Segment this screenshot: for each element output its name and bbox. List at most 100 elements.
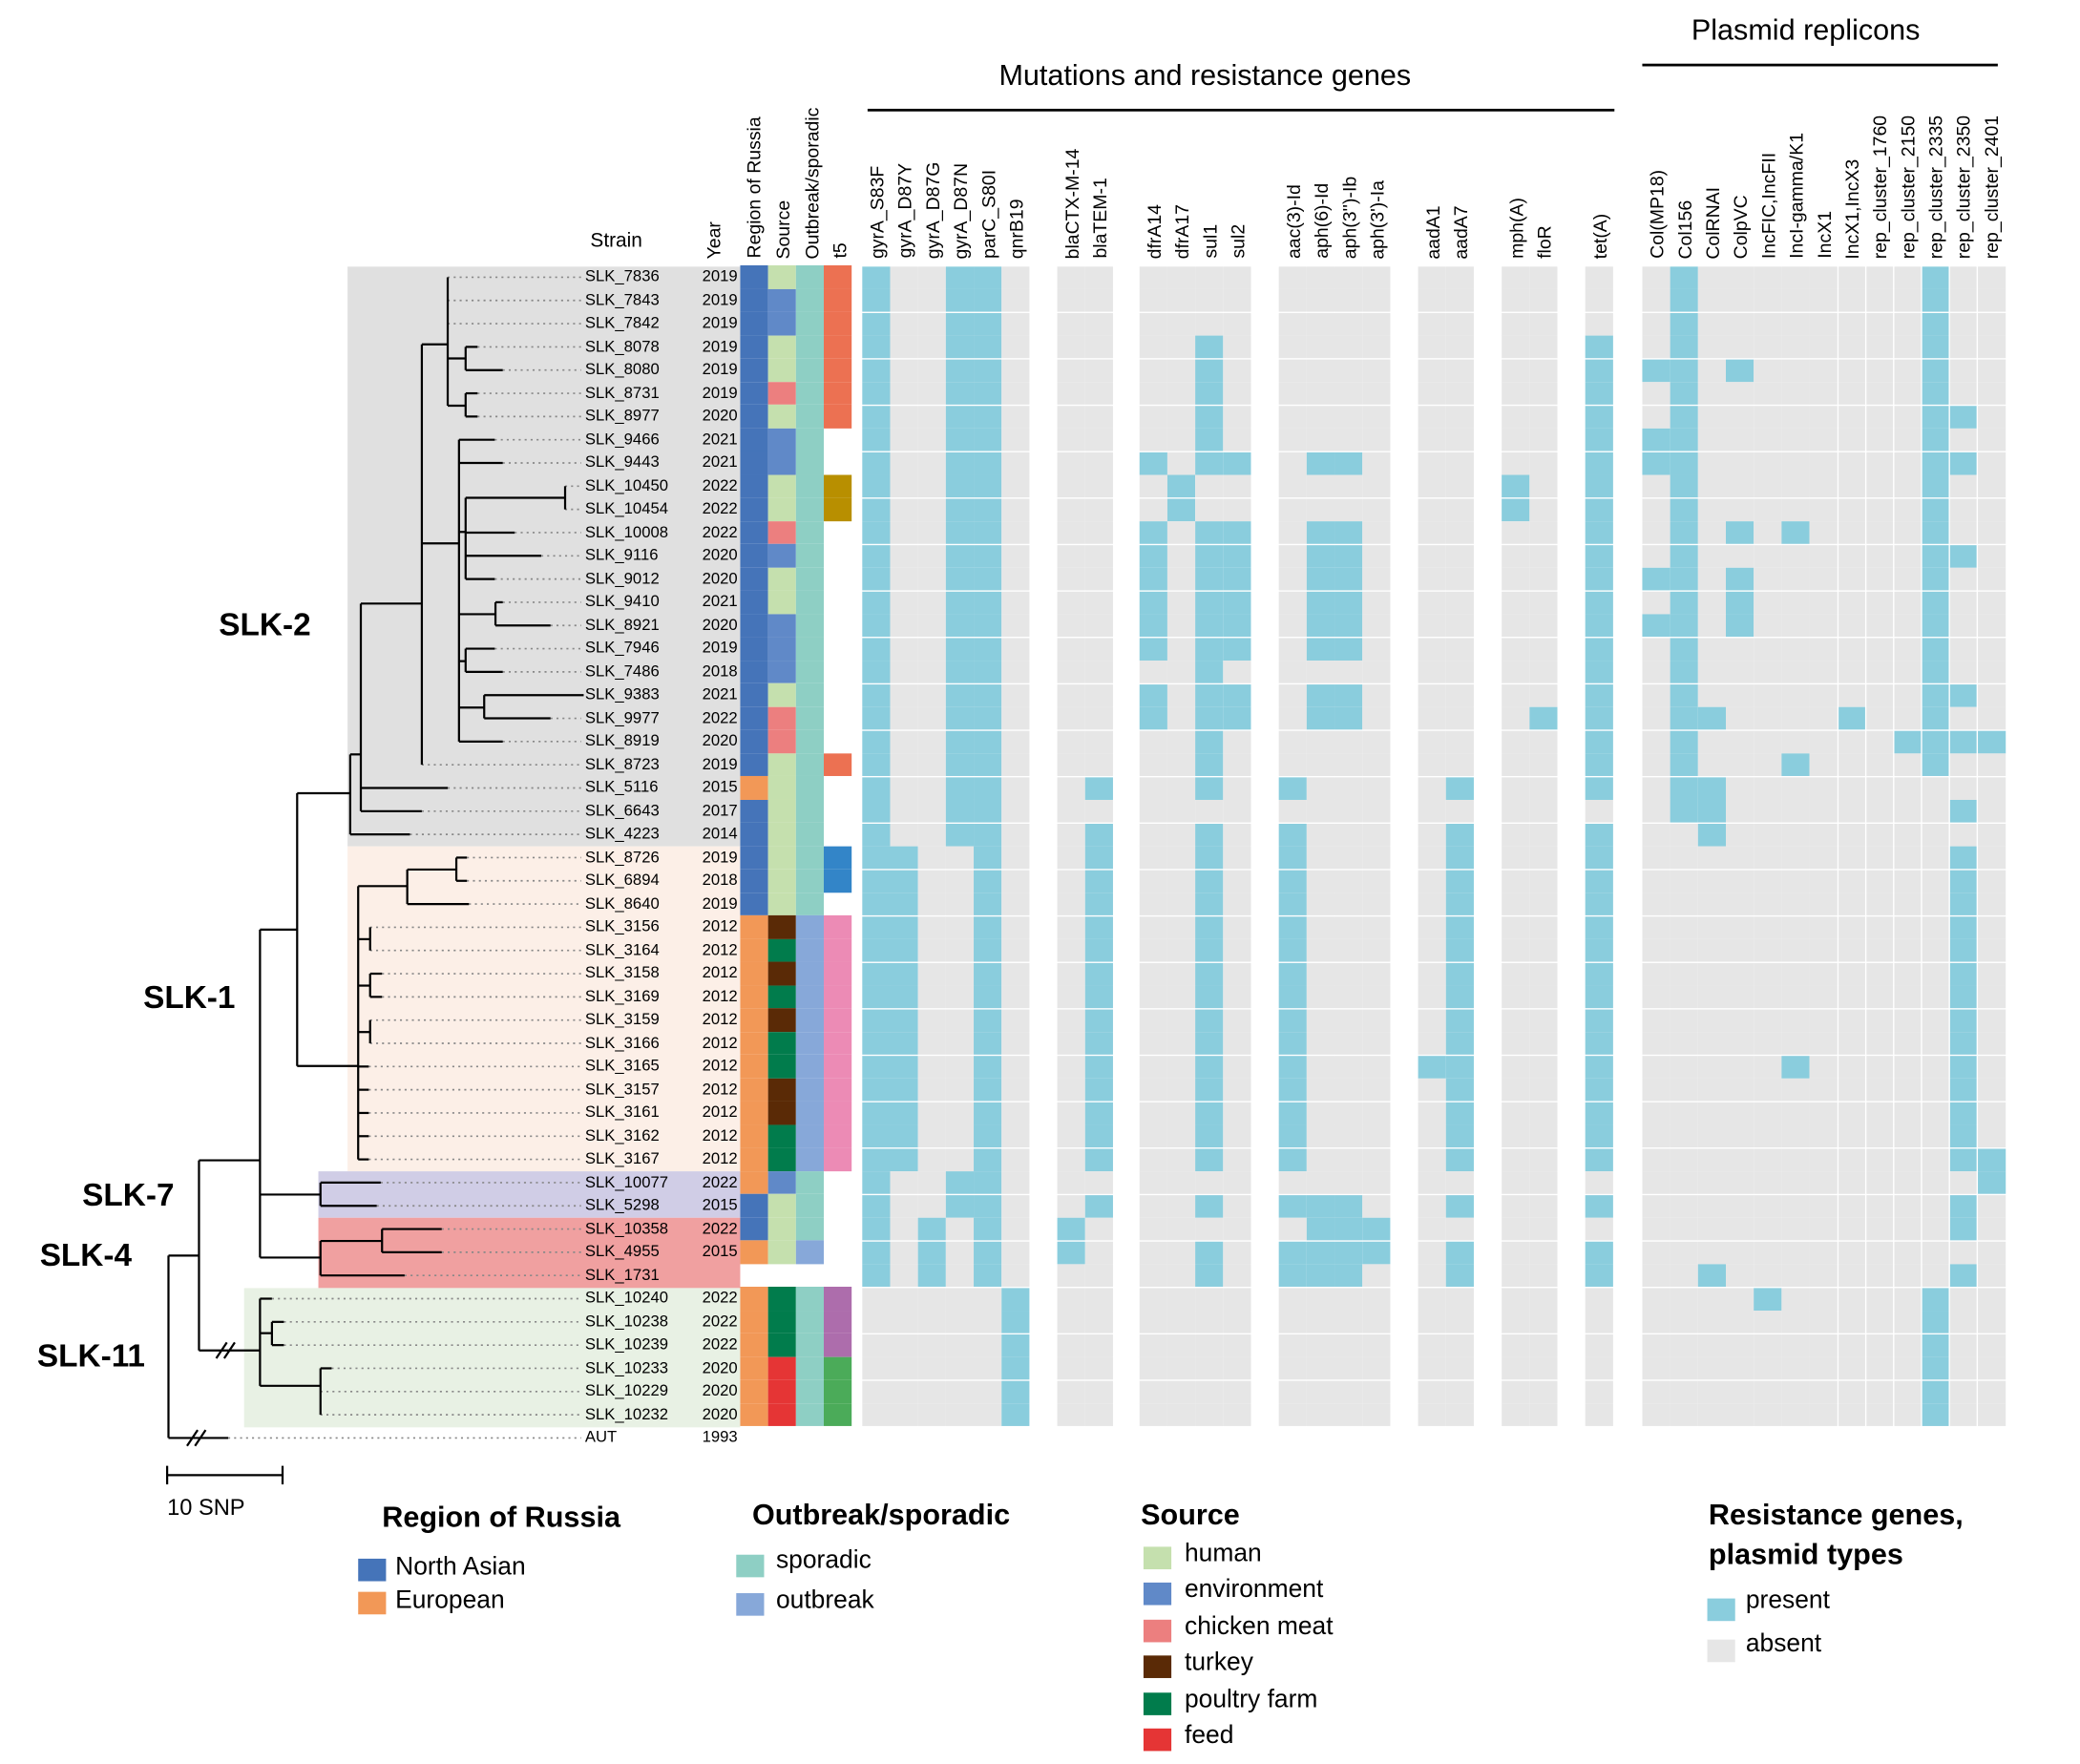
resistance-cell-absent xyxy=(1445,1380,1474,1403)
year-label: 2021 xyxy=(702,452,738,472)
plasmid-cell-absent xyxy=(1726,1218,1754,1241)
year-label: 2015 xyxy=(702,1195,738,1214)
plasmid-cell-absent xyxy=(1865,1032,1894,1056)
plasmid-cell-absent xyxy=(1894,846,1922,870)
plasmid-cell-absent xyxy=(1865,985,1894,1009)
resistance-cell-absent xyxy=(945,1218,974,1241)
resistance-cell-present xyxy=(1223,452,1250,475)
resistance-cell-present xyxy=(862,1264,890,1288)
resistance-cell-absent xyxy=(1418,289,1446,312)
plasmid-cell-absent xyxy=(1754,892,1782,916)
resistance-cell-present xyxy=(1445,1124,1474,1148)
plasmid-cell-present xyxy=(1949,1124,1978,1148)
resistance-cell-absent xyxy=(1139,1124,1167,1148)
resistance-cell-absent xyxy=(1362,1403,1390,1427)
plasmid-cell-absent xyxy=(1810,777,1838,800)
resistance-cell-absent xyxy=(1502,683,1529,707)
resistance-cell-absent xyxy=(1418,591,1446,615)
plasmid-cell-absent xyxy=(1754,312,1782,336)
resistance-cell-absent xyxy=(945,1334,974,1357)
plasmid-cell-present xyxy=(1726,521,1754,545)
t5-cell xyxy=(824,335,852,359)
region-cell xyxy=(740,590,768,615)
strain-label: SLK_6894 xyxy=(584,870,660,890)
plasmid-cell-absent xyxy=(1865,707,1894,730)
plasmid-cell-absent xyxy=(1949,474,1978,498)
resistance-cell-absent xyxy=(1166,289,1195,312)
resistance-cell-absent xyxy=(1139,800,1167,823)
resistance-cell-absent xyxy=(1084,452,1113,475)
resistance-cell-absent xyxy=(1529,1380,1557,1403)
resistance-cell-present xyxy=(862,452,890,475)
plasmid-cell-absent xyxy=(1977,707,2006,730)
resistance-cell-present xyxy=(945,521,974,545)
resistance-cell-absent xyxy=(1529,661,1557,684)
resistance-cell-absent xyxy=(1057,568,1085,591)
resistance-cell-present xyxy=(1278,1079,1307,1102)
resistance-cell-present xyxy=(974,591,1001,615)
resistance-cell-absent xyxy=(1334,892,1362,916)
resistance-cell-present xyxy=(1084,846,1113,870)
plasmid-cell-absent xyxy=(1642,1380,1670,1403)
plasmid-cell-absent xyxy=(1810,1380,1838,1403)
region-cell xyxy=(740,428,768,452)
resistance-cell-absent xyxy=(917,591,946,615)
resistance-cell-absent xyxy=(1195,1288,1223,1311)
resistance-cell-present xyxy=(1278,1124,1307,1148)
resistance-cell-absent xyxy=(862,1334,890,1357)
resistance-cell-absent xyxy=(1223,359,1250,382)
resistance-cell-present xyxy=(974,452,1001,475)
plasmid-cell-absent xyxy=(1810,1403,1838,1427)
resistance-cell-absent xyxy=(917,1311,946,1334)
year-label: 2020 xyxy=(702,1404,738,1423)
plasmid-section-title: Plasmid replicons xyxy=(1691,12,1921,47)
resistance-cell-absent xyxy=(1334,312,1362,336)
resistance-cell-present xyxy=(945,800,974,823)
outbreak-cell xyxy=(795,1310,825,1334)
plasmid-cell-absent xyxy=(1922,846,1949,870)
t5-cell xyxy=(824,1078,852,1102)
plasmid-cell-present xyxy=(1726,359,1754,382)
plasmid-cell-absent xyxy=(1838,939,1866,962)
resistance-cell-present xyxy=(974,521,1001,545)
plasmid-cell-absent xyxy=(1922,1171,1949,1195)
resistance-cell-absent xyxy=(1195,1334,1223,1357)
resistance-cell-present xyxy=(1585,661,1613,684)
plasmid-cell-absent xyxy=(1865,1218,1894,1241)
resistance-cell-absent xyxy=(1306,1124,1334,1148)
strain-label: SLK_10454 xyxy=(584,498,669,518)
source-cell xyxy=(767,451,796,475)
resistance-cell-present xyxy=(1195,429,1223,452)
plasmid-cell-absent xyxy=(1754,1380,1782,1403)
column-header-parc-s80i: parC_S80I xyxy=(977,169,998,259)
resistance-cell-present xyxy=(1306,1241,1334,1265)
column-header-rep-cluster-2335: rep_cluster_2335 xyxy=(1924,115,1947,259)
strain-label: SLK_8921 xyxy=(584,615,660,634)
year-label: 2018 xyxy=(702,870,738,890)
plasmid-cell-absent xyxy=(1977,683,2006,707)
resistance-cell-present xyxy=(862,753,890,777)
year-label: 2019 xyxy=(702,893,738,913)
plasmid-cell-absent xyxy=(1810,823,1838,847)
resistance-cell-absent xyxy=(1223,1148,1250,1171)
resistance-cell-present xyxy=(1223,707,1250,730)
plasmid-cell-present xyxy=(1670,429,1698,452)
plasmid-cell-absent xyxy=(1865,312,1894,336)
resistance-cell-absent xyxy=(1502,753,1529,777)
resistance-cell-absent xyxy=(1195,289,1223,312)
strain-label: SLK_8078 xyxy=(584,336,660,356)
resistance-cell-present xyxy=(1585,1148,1613,1171)
resistance-cell-present xyxy=(1139,638,1167,661)
plasmid-cell-absent xyxy=(1781,1079,1810,1102)
resistance-cell-absent xyxy=(890,707,917,730)
column-header-outbreak-sporadic: Outbreak/sporadic xyxy=(801,107,823,259)
resistance-cell-present xyxy=(1001,1334,1029,1357)
plasmid-cell-absent xyxy=(1726,939,1754,962)
plasmid-cell-absent xyxy=(1642,1264,1670,1288)
plasmid-cell-absent xyxy=(1894,661,1922,684)
plasmid-cell-absent xyxy=(1865,1194,1894,1218)
resistance-cell-absent xyxy=(1166,544,1195,568)
resistance-cell-absent xyxy=(1418,568,1446,591)
resistance-cell-absent xyxy=(917,1171,946,1195)
resistance-cell-absent xyxy=(1001,312,1029,336)
